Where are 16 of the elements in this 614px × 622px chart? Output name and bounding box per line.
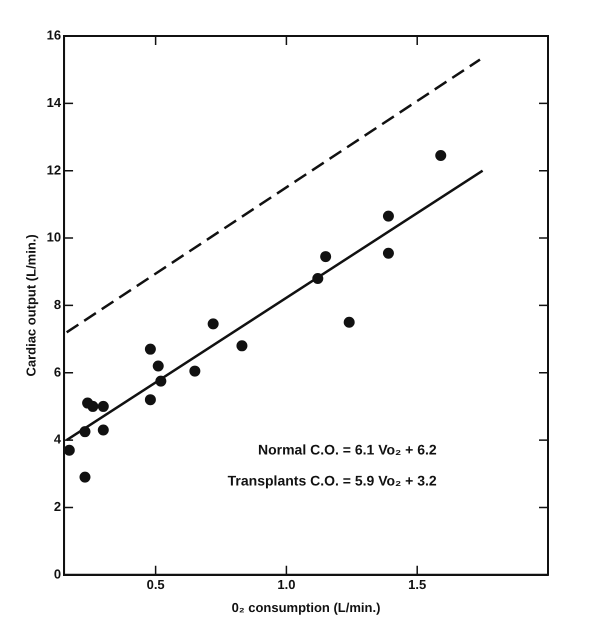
x-axis-title: 0₂ consumption (L/min.)	[232, 600, 380, 615]
y-tick-label: 10	[46, 230, 62, 245]
y-tick-label: 12	[46, 162, 62, 178]
x-tick-label: 1.0	[277, 577, 296, 592]
y-tick-label: 14	[46, 94, 62, 110]
y-tick-label: 0	[54, 566, 62, 582]
x-tick-label: 1.5	[408, 577, 426, 592]
y-tick-label: 2	[54, 499, 62, 514]
y-tick-label: 16	[46, 28, 62, 43]
y-tick-label: 8	[54, 296, 62, 312]
y-axis-title: Cardiac output (L/min.)	[23, 234, 38, 377]
y-tick-label: 6	[54, 364, 62, 380]
y-tick-label: 4	[54, 432, 62, 447]
annotation: Transplants C.O. = 5.9 Vo₂ + 3.2	[228, 472, 437, 489]
x-tick-label: 0.5	[146, 577, 165, 592]
annotation: Normal C.O. = 6.1 Vo₂ + 6.2	[258, 442, 437, 458]
